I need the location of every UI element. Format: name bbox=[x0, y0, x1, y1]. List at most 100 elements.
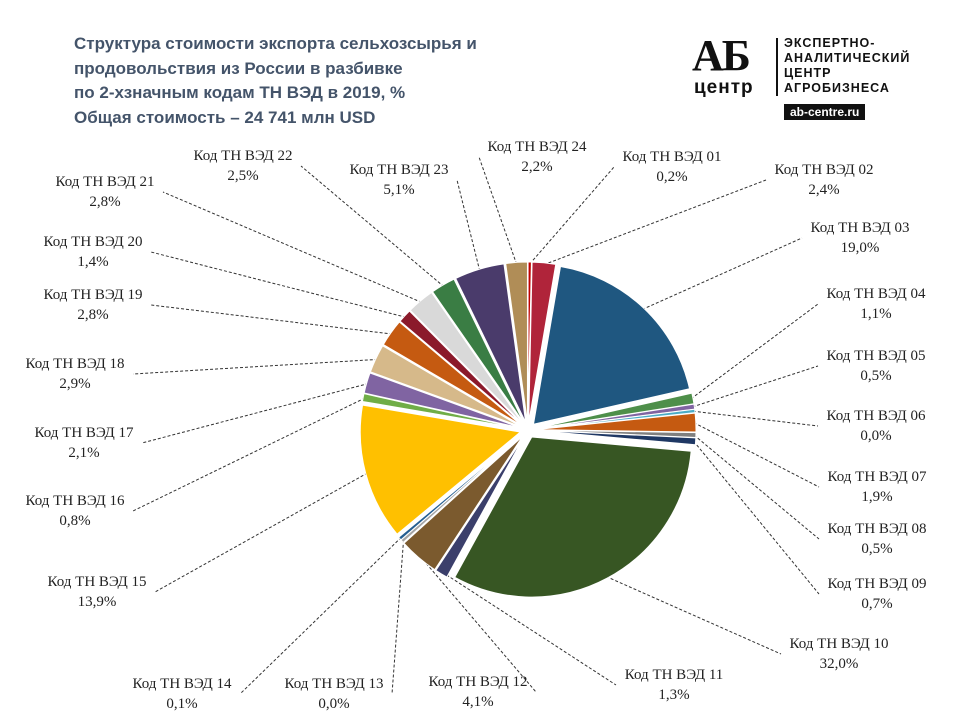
slice-label-9: Код ТН ВЭД 09 bbox=[827, 576, 926, 592]
slice-value-3: 19,0% bbox=[841, 240, 880, 256]
logo-org-line-1: ЭКСПЕРТНО- bbox=[784, 36, 876, 50]
slice-label-14: Код ТН ВЭД 14 bbox=[132, 676, 232, 692]
slice-label-20: Код ТН ВЭД 20 bbox=[43, 234, 142, 250]
slice-label-5: Код ТН ВЭД 05 bbox=[826, 348, 925, 364]
slice-value-20: 1,4% bbox=[77, 254, 108, 270]
slice-value-2: 2,4% bbox=[808, 182, 839, 198]
leader-line-7 bbox=[693, 422, 820, 488]
slice-labels: Код ТН ВЭД 01 0,2% Код ТН ВЭД 02 2,4% Код ТН… bbox=[25, 139, 927, 712]
leader-line-22 bbox=[300, 165, 445, 288]
logo-org-line-3: ЦЕНТР bbox=[784, 66, 832, 80]
leader-line-23 bbox=[456, 179, 481, 272]
pie-slice-19 bbox=[382, 321, 522, 426]
slice-label-3: Код ТН ВЭД 03 bbox=[810, 220, 909, 236]
logo-divider bbox=[776, 38, 778, 96]
slice-value-12: 4,1% bbox=[462, 694, 493, 710]
title-line-1: Структура стоимости экспорта сельхозсырь… bbox=[74, 34, 477, 53]
logo-org-line-4: АГРОБИЗНЕСА bbox=[784, 81, 890, 95]
slice-value-24: 2,2% bbox=[521, 159, 552, 175]
leader-line-14 bbox=[239, 536, 402, 695]
slice-label-22: Код ТН ВЭД 22 bbox=[193, 148, 292, 164]
slice-label-10: Код ТН ВЭД 10 bbox=[789, 636, 888, 652]
leader-line-2 bbox=[543, 179, 767, 266]
slice-label-4: Код ТН ВЭД 04 bbox=[826, 286, 926, 302]
slice-label-13: Код ТН ВЭД 13 bbox=[284, 676, 383, 692]
pie-slice-24 bbox=[505, 261, 528, 423]
chart-title: Структура стоимости экспорта сельхозсырь… bbox=[74, 32, 544, 130]
logo-mark-sub: центр bbox=[694, 77, 754, 98]
pie-slice-7 bbox=[535, 412, 697, 433]
pie-slice-15 bbox=[359, 404, 522, 535]
slice-label-2: Код ТН ВЭД 02 bbox=[774, 162, 873, 178]
slice-value-15: 13,9% bbox=[78, 594, 117, 610]
slice-label-16: Код ТН ВЭД 16 bbox=[25, 493, 125, 509]
slice-value-13: 0,0% bbox=[318, 696, 349, 712]
leader-lines bbox=[132, 156, 820, 695]
pie-slice-10 bbox=[454, 436, 692, 598]
leader-line-3 bbox=[641, 237, 803, 310]
leader-line-6 bbox=[692, 410, 819, 427]
pie-slice-20 bbox=[399, 310, 523, 425]
slice-label-12: Код ТН ВЭД 12 bbox=[428, 674, 527, 690]
leader-line-9 bbox=[693, 440, 820, 595]
slice-value-17: 2,1% bbox=[68, 445, 99, 461]
slice-value-19: 2,8% bbox=[77, 307, 108, 323]
slice-value-5: 0,5% bbox=[860, 368, 891, 384]
leader-line-21 bbox=[162, 191, 422, 303]
leader-line-15 bbox=[154, 472, 368, 593]
logo-org-name: ЭКСПЕРТНО- АНАЛИТИЧЕСКИЙ ЦЕНТР АГРОБИЗНЕ… bbox=[784, 36, 910, 96]
slice-label-19: Код ТН ВЭД 19 bbox=[43, 287, 142, 303]
slice-label-21: Код ТН ВЭД 21 bbox=[55, 174, 154, 190]
title-line-3: по 2-хзначным кодам ТН ВЭД в 2019, % bbox=[74, 83, 406, 102]
slice-label-6: Код ТН ВЭД 06 bbox=[826, 408, 926, 424]
slice-value-14: 0,1% bbox=[166, 696, 197, 712]
slice-value-7: 1,9% bbox=[861, 489, 892, 505]
leader-line-10 bbox=[605, 576, 782, 655]
title-line-2: продовольствия из России в разбивке bbox=[74, 58, 403, 78]
slice-value-8: 0,5% bbox=[861, 541, 892, 557]
pie-slice-17 bbox=[363, 372, 521, 429]
slice-value-11: 1,3% bbox=[658, 687, 689, 703]
slice-value-18: 2,9% bbox=[59, 376, 90, 392]
slice-value-10: 32,0% bbox=[820, 656, 859, 672]
pie-slice-11 bbox=[435, 436, 525, 578]
leader-line-18 bbox=[132, 358, 378, 375]
ab-centre-logo: АБ центр ЭКСПЕРТНО- АНАЛИТИЧЕСКИЙ ЦЕНТР … bbox=[690, 34, 935, 124]
pie-slice-23 bbox=[455, 263, 527, 423]
leader-line-4 bbox=[690, 303, 819, 400]
leader-line-11 bbox=[442, 571, 617, 686]
logo-org-line-2: АНАЛИТИЧЕСКИЙ bbox=[784, 51, 911, 65]
leader-line-16 bbox=[132, 397, 366, 512]
pie-slice-12 bbox=[403, 435, 524, 571]
leader-line-17 bbox=[141, 382, 369, 444]
leader-line-8 bbox=[693, 434, 820, 540]
pie-slice-9 bbox=[535, 430, 697, 446]
leader-line-13 bbox=[391, 539, 405, 695]
slice-label-15: Код ТН ВЭД 15 bbox=[47, 574, 146, 590]
slice-label-11: Код ТН ВЭД 11 bbox=[625, 667, 724, 683]
title-line-4: Общая стоимость – 24 741 млн USD bbox=[74, 107, 376, 127]
slice-label-18: Код ТН ВЭД 18 bbox=[25, 356, 124, 372]
leader-line-24 bbox=[478, 156, 518, 265]
leader-line-20 bbox=[150, 251, 407, 318]
slice-value-9: 0,7% bbox=[861, 596, 892, 612]
slice-label-17: Код ТН ВЭД 17 bbox=[34, 425, 134, 441]
logo-url: ab-centre.ru bbox=[784, 104, 866, 120]
pie-slice-14 bbox=[398, 434, 523, 541]
slice-label-1: Код ТН ВЭД 01 bbox=[622, 149, 721, 165]
slice-value-21: 2,8% bbox=[89, 194, 120, 210]
slice-label-7: Код ТН ВЭД 07 bbox=[827, 469, 927, 485]
pie-slice-6 bbox=[535, 408, 696, 430]
slice-value-6: 0,0% bbox=[860, 428, 891, 444]
slice-label-8: Код ТН ВЭД 08 bbox=[827, 521, 926, 537]
slice-value-1: 0,2% bbox=[656, 169, 687, 185]
leader-line-5 bbox=[692, 365, 819, 408]
pie-slice-1 bbox=[527, 261, 532, 423]
pie-slices bbox=[359, 261, 697, 598]
slice-value-22: 2,5% bbox=[227, 168, 258, 184]
logo-mark: АБ bbox=[692, 31, 751, 80]
slice-label-23: Код ТН ВЭД 23 bbox=[349, 162, 448, 178]
pie-slice-16 bbox=[361, 393, 521, 429]
leader-line-19 bbox=[150, 304, 393, 335]
slice-label-24: Код ТН ВЭД 24 bbox=[487, 139, 587, 155]
